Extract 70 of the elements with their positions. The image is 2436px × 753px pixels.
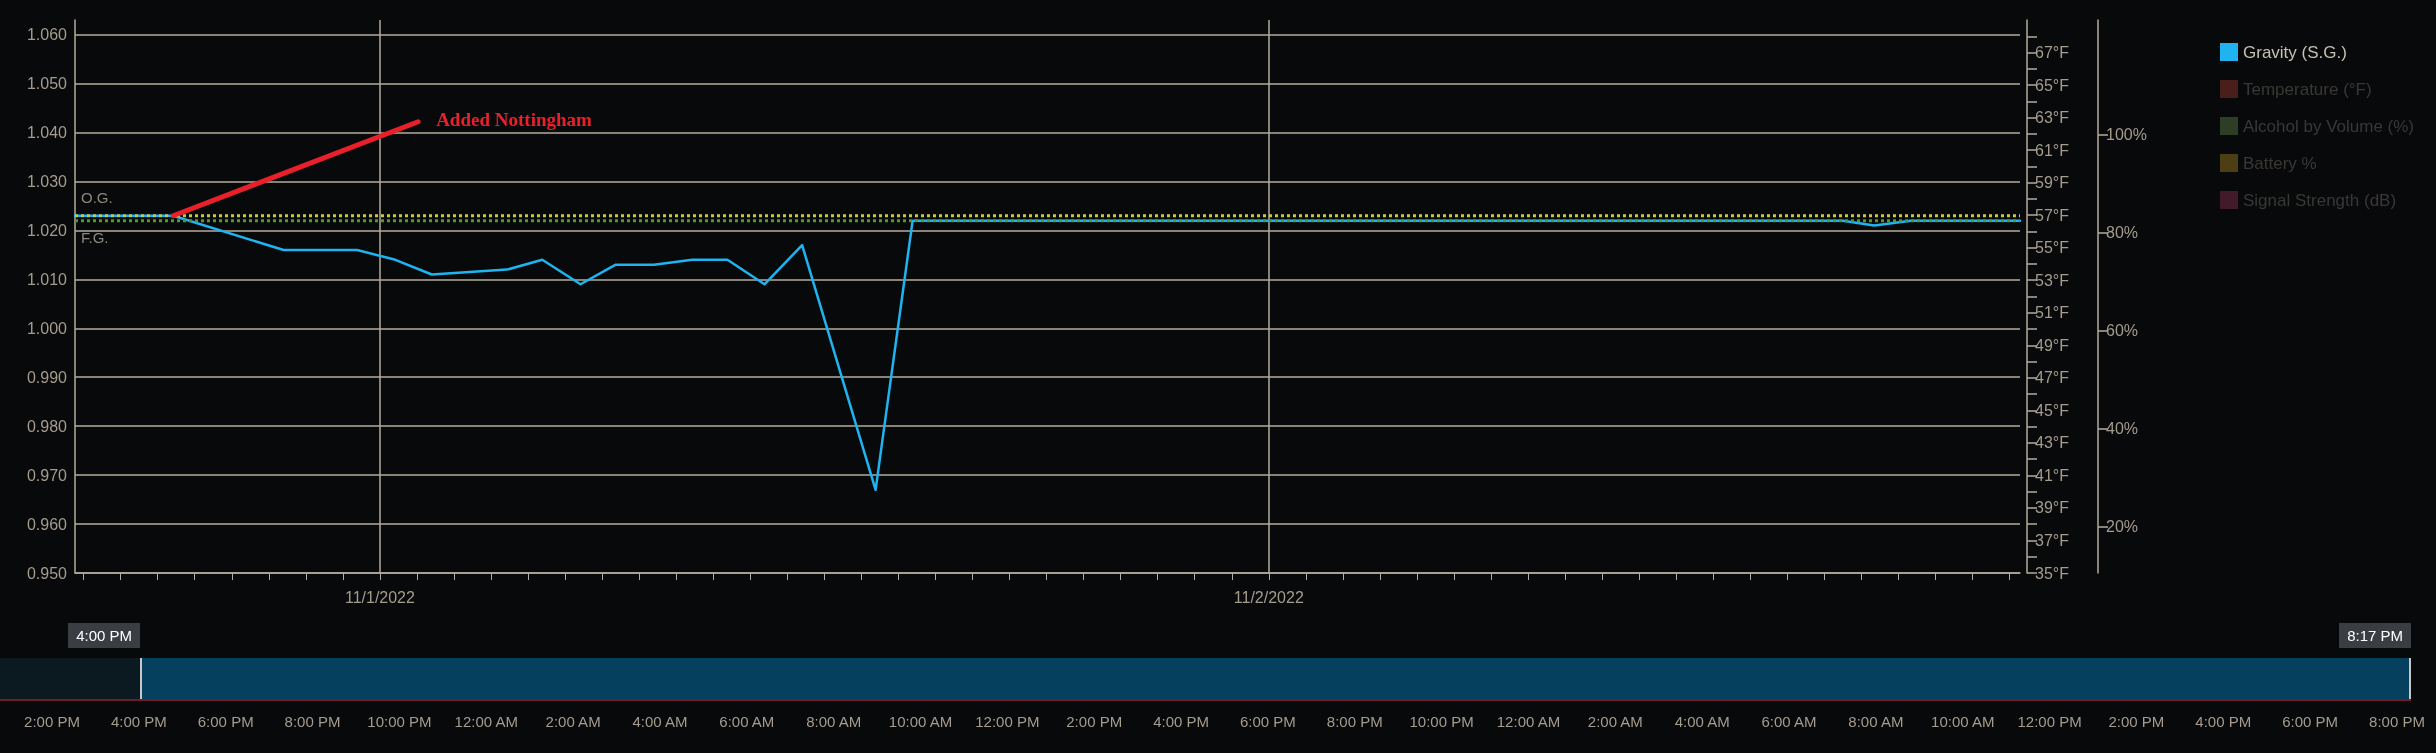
- y-tick-label: 1.050: [26, 75, 68, 93]
- text: 2:00 AM: [545, 713, 601, 730]
- text: 6:00 AM: [1761, 713, 1817, 730]
- y2-tick-label: 53°F: [2035, 271, 2070, 289]
- y2-tick-label: 51°F: [2035, 304, 2070, 322]
- text: 10:00 PM: [1409, 713, 1474, 730]
- text: 6:00 PM: [2282, 713, 2339, 730]
- y3-tick-label: 40%: [2106, 420, 2139, 437]
- y-tick-label: 1.030: [26, 173, 68, 190]
- y-tick-label: 0.950: [26, 564, 68, 582]
- y-tick-label: 1.010: [26, 270, 68, 288]
- text: 2:00 PM: [24, 713, 80, 730]
- text: 4:00 PM: [110, 713, 167, 730]
- text: 10:00 AM: [1931, 713, 1995, 730]
- y3-tick-label: 80%: [2106, 224, 2139, 242]
- y-tick-label: 1.000: [26, 319, 68, 337]
- text: 12:00 PM: [2017, 713, 2082, 730]
- text: 8:00 PM: [1326, 713, 1383, 730]
- text: 6:00 AM: [719, 713, 775, 730]
- text: 12:00 PM: [975, 713, 1040, 730]
- y2-tick-label: 63°F: [2035, 109, 2070, 127]
- x-tick-label: 11/2/2022: [1233, 588, 1304, 606]
- text: 6:00 PM: [197, 713, 254, 730]
- text: 4:00 PM: [1153, 713, 1209, 730]
- text: 8:00 AM: [1848, 713, 1904, 730]
- text: 10:00 AM: [888, 713, 953, 730]
- legend-label: Gravity (S.G.): [2243, 42, 2347, 62]
- text: 4:00 PM: [68, 623, 140, 648]
- y-tick-label: 1.060: [26, 26, 68, 44]
- text: 6:00 PM: [1239, 713, 1296, 730]
- text: 2:00 AM: [1587, 713, 1643, 730]
- text: 4:00 PM: [2195, 713, 2252, 730]
- y2-tick-label: 61°F: [2035, 141, 2070, 159]
- x-tick-label: 11/1/2022: [344, 588, 416, 606]
- y2-tick-label: 67°F: [2035, 44, 2070, 62]
- y2-tick-label: 41°F: [2035, 466, 2070, 484]
- y2-tick-label: 55°F: [2035, 239, 2070, 257]
- annotation: Added Nottingham: [436, 109, 593, 131]
- text: 2:00 PM: [1066, 713, 1123, 730]
- ref-line-label: O.G.: [81, 188, 113, 206]
- y3-tick-label: 20%: [2106, 517, 2139, 535]
- text: 4:00 AM: [1674, 713, 1730, 730]
- text: 2:00 PM: [2108, 713, 2165, 730]
- y2-tick-label: 57°F: [2035, 206, 2070, 224]
- y-tick-label: 0.980: [26, 417, 68, 435]
- text: 12:00 AM: [1496, 713, 1561, 730]
- y2-tick-label: 49°F: [2035, 336, 2070, 354]
- text: 4:00 AM: [632, 713, 688, 730]
- y2-tick-label: 65°F: [2035, 76, 2070, 94]
- text: 8:17 PM: [2339, 623, 2411, 648]
- y2-tick-label: 47°F: [2035, 369, 2070, 387]
- y3-tick-label: 100%: [2106, 126, 2147, 144]
- ref-line-label: F.G.: [81, 228, 109, 246]
- text: 8:00 PM: [2369, 713, 2425, 730]
- y2-tick-label: 35°F: [2035, 564, 2070, 582]
- y3-tick-label: 60%: [2106, 322, 2139, 340]
- text: 8:00 AM: [806, 713, 862, 730]
- text: 12:00 AM: [454, 713, 518, 730]
- y2-tick-label: 39°F: [2035, 499, 2070, 517]
- y2-tick-label: 59°F: [2035, 174, 2070, 192]
- y-tick-label: 1.040: [26, 124, 68, 142]
- y2-tick-label: 45°F: [2035, 401, 2070, 419]
- y2-tick-label: 37°F: [2035, 531, 2070, 549]
- y-tick-label: 1.020: [26, 221, 68, 239]
- y-tick-label: 0.970: [26, 466, 68, 484]
- y-tick-label: 0.990: [26, 368, 68, 386]
- text: 10:00 PM: [367, 713, 432, 730]
- y2-tick-label: 43°F: [2035, 434, 2070, 452]
- text: 8:00 PM: [284, 713, 341, 730]
- y-tick-label: 0.960: [26, 515, 68, 533]
